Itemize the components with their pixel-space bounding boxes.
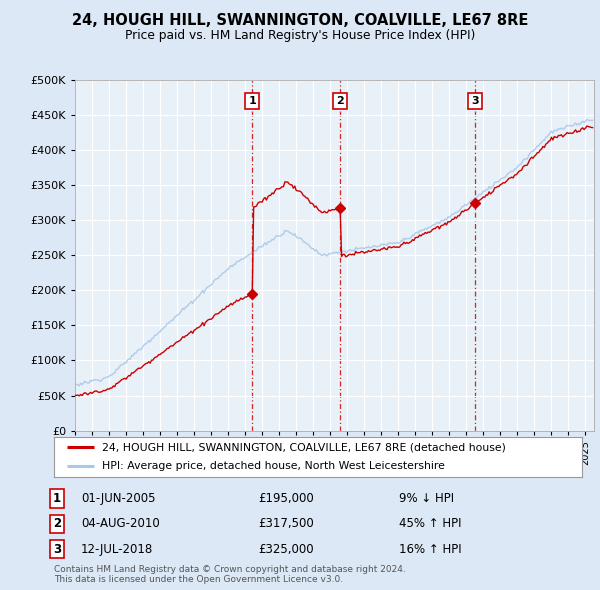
Text: 3: 3 <box>53 543 61 556</box>
Text: 45% ↑ HPI: 45% ↑ HPI <box>399 517 461 530</box>
Text: This data is licensed under the Open Government Licence v3.0.: This data is licensed under the Open Gov… <box>54 575 343 584</box>
Text: £317,500: £317,500 <box>258 517 314 530</box>
Text: 1: 1 <box>248 96 256 106</box>
Text: 04-AUG-2010: 04-AUG-2010 <box>81 517 160 530</box>
Text: 12-JUL-2018: 12-JUL-2018 <box>81 543 153 556</box>
Text: 2: 2 <box>337 96 344 106</box>
Text: £195,000: £195,000 <box>258 492 314 505</box>
Text: £325,000: £325,000 <box>258 543 314 556</box>
Text: 3: 3 <box>472 96 479 106</box>
Text: 2: 2 <box>53 517 61 530</box>
Text: 16% ↑ HPI: 16% ↑ HPI <box>399 543 461 556</box>
Text: 01-JUN-2005: 01-JUN-2005 <box>81 492 155 505</box>
Text: Price paid vs. HM Land Registry's House Price Index (HPI): Price paid vs. HM Land Registry's House … <box>125 29 475 42</box>
Text: 24, HOUGH HILL, SWANNINGTON, COALVILLE, LE67 8RE (detached house): 24, HOUGH HILL, SWANNINGTON, COALVILLE, … <box>101 443 505 453</box>
Text: 24, HOUGH HILL, SWANNINGTON, COALVILLE, LE67 8RE: 24, HOUGH HILL, SWANNINGTON, COALVILLE, … <box>72 13 528 28</box>
Text: Contains HM Land Registry data © Crown copyright and database right 2024.: Contains HM Land Registry data © Crown c… <box>54 565 406 574</box>
Text: 9% ↓ HPI: 9% ↓ HPI <box>399 492 454 505</box>
Text: HPI: Average price, detached house, North West Leicestershire: HPI: Average price, detached house, Nort… <box>101 461 445 471</box>
Text: 1: 1 <box>53 492 61 505</box>
